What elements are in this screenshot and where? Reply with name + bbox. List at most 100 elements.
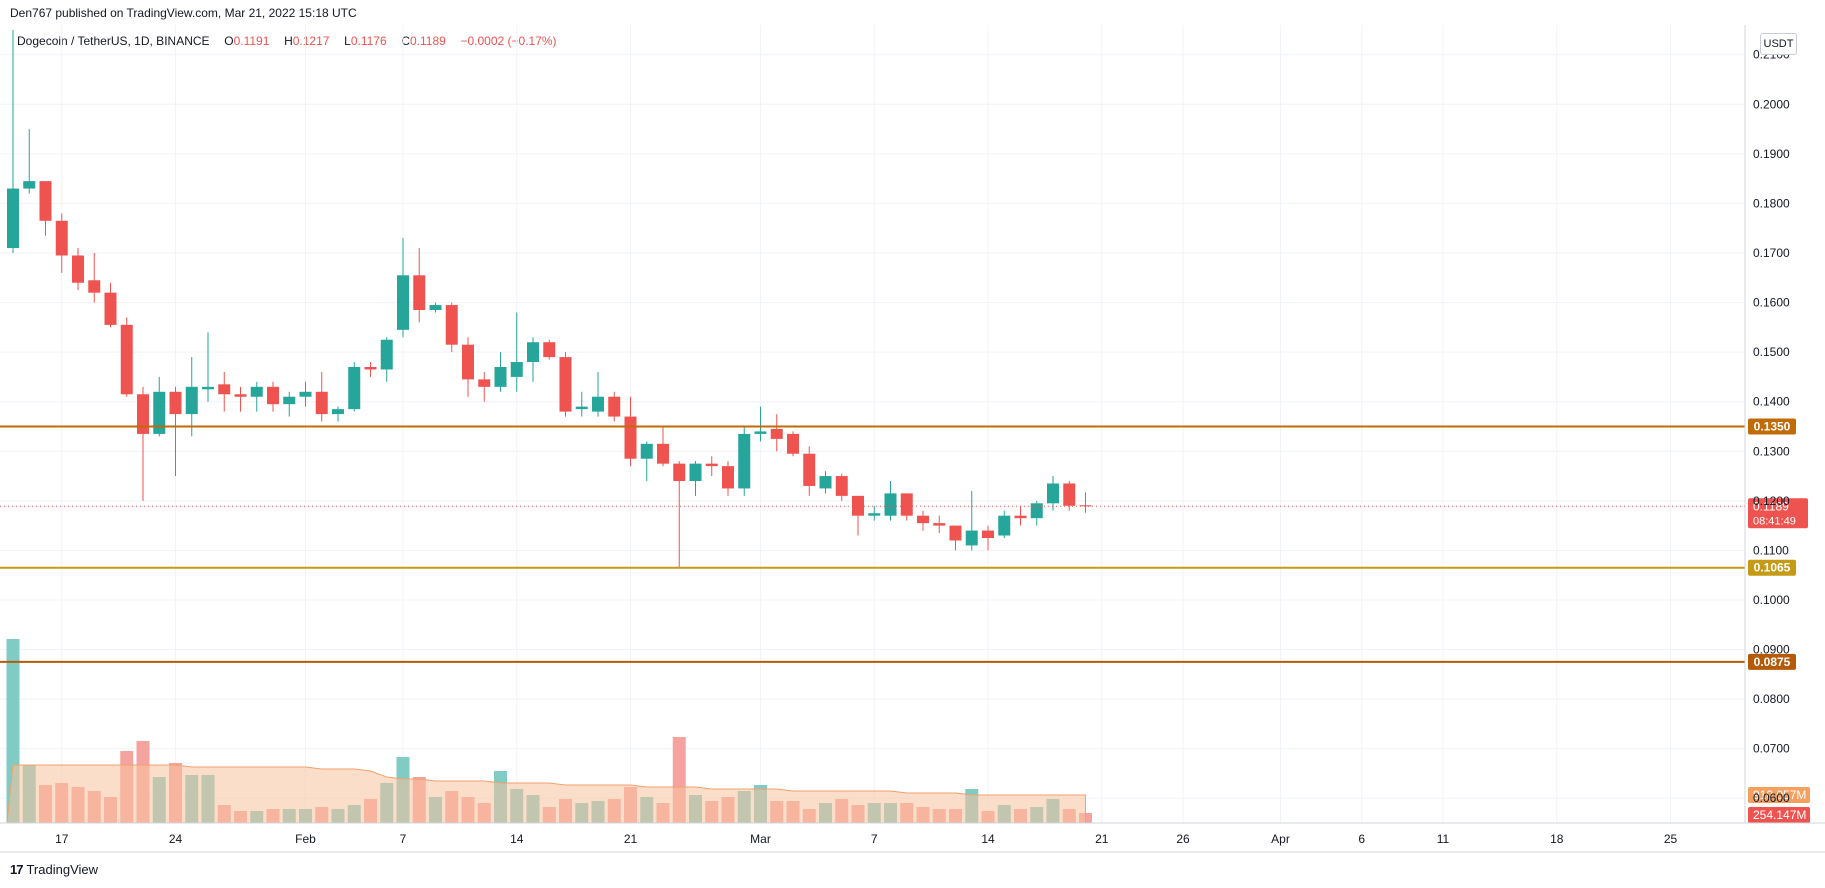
- axes: 0.21000.20000.19000.18000.17000.16000.15…: [0, 25, 1825, 853]
- x-tick-label: 25: [1664, 832, 1678, 846]
- x-tick-label: 17: [55, 832, 69, 846]
- candle-body: [250, 386, 263, 397]
- candle-body: [153, 391, 166, 434]
- candle-body: [884, 493, 897, 516]
- candle-body: [494, 367, 507, 387]
- x-tick-label: 7: [400, 832, 407, 846]
- x-tick-label: Mar: [750, 832, 771, 846]
- open-value: 0.1191: [233, 34, 270, 48]
- y-tick-label: 0.2000: [1753, 97, 1790, 111]
- low-value: 0.1176: [350, 34, 387, 48]
- candle-body: [429, 305, 442, 310]
- y-tick-label: 0.0700: [1753, 742, 1790, 756]
- open-label: O: [224, 34, 234, 48]
- candle-body: [868, 513, 881, 516]
- candle-body: [185, 386, 198, 415]
- candle-body: [299, 391, 312, 397]
- candle-body: [462, 344, 474, 380]
- x-tick-label: 18: [1550, 832, 1564, 846]
- high-value: 0.1217: [292, 34, 330, 48]
- x-tick-label: 21: [1095, 832, 1109, 846]
- last-price-tag: [1748, 498, 1808, 529]
- candle-body: [1047, 483, 1059, 504]
- ohlc-legend: Dogecoin / TetherUS, 1D, BINANCE O0.1191…: [17, 34, 557, 48]
- candle-body: [949, 525, 962, 541]
- candle-body: [640, 443, 653, 459]
- candle-body: [770, 428, 783, 439]
- volume-ma-label: 910.057M: [1753, 788, 1806, 802]
- x-tick-label: 11: [1437, 832, 1450, 846]
- candle-body: [787, 433, 799, 454]
- candle-body: [267, 386, 279, 405]
- close-value: 0.1189: [409, 34, 446, 48]
- candle-body: [705, 463, 718, 467]
- candle-body: [478, 379, 491, 387]
- candle-body: [917, 515, 929, 524]
- tradingview-logo-icon: 17: [10, 862, 24, 877]
- candle-body: [1063, 483, 1076, 506]
- y-tick-label: 0.1100: [1753, 543, 1789, 557]
- grid: [0, 25, 1745, 823]
- candles: [7, 29, 1092, 568]
- x-tick-label: 24: [169, 832, 183, 846]
- candle-body: [380, 339, 393, 370]
- candle-body: [137, 394, 149, 434]
- candle-body: [88, 280, 101, 293]
- low-label: L: [344, 34, 351, 48]
- candle-body: [835, 476, 848, 496]
- candle-body: [982, 530, 994, 538]
- x-tick-label: Apr: [1271, 832, 1290, 846]
- level-price-tag: [1748, 418, 1796, 435]
- high-label: H: [284, 34, 293, 48]
- x-tick-label: 7: [871, 832, 878, 846]
- candle-body: [7, 188, 19, 249]
- volume-last-tag: [1748, 807, 1810, 823]
- x-tick-label: 6: [1358, 832, 1365, 846]
- x-tick-label: 21: [624, 832, 638, 846]
- candle-body: [933, 523, 946, 526]
- candle-body: [998, 515, 1011, 536]
- candle-body: [543, 342, 556, 358]
- candle-body: [592, 396, 604, 412]
- candle-body: [364, 367, 377, 370]
- level-price-label: 0.1065: [1754, 561, 1791, 575]
- volume-ma-area: [6, 764, 1086, 824]
- candle-body: [55, 220, 68, 256]
- candle-body: [1014, 515, 1027, 519]
- horizontal-levels[interactable]: 0.1350 0.1065 0.0875 0.1189 08:41:49 910.057M…: [0, 418, 1810, 823]
- y-tick-label: 0.1000: [1753, 593, 1790, 607]
- currency-selector[interactable]: USDT: [1760, 33, 1797, 55]
- last-price-label: 0.1189: [1753, 499, 1789, 513]
- candle-body: [397, 275, 409, 330]
- candle-body: [852, 495, 864, 516]
- candle-body: [120, 324, 133, 395]
- candle-body: [803, 453, 816, 486]
- candle-body: [608, 396, 621, 417]
- candle-body: [445, 305, 458, 345]
- candle-body: [527, 342, 539, 363]
- candle-body: [413, 275, 426, 310]
- footer-branding: 17 TradingView: [10, 862, 98, 877]
- candle-body: [23, 181, 36, 189]
- volume-bars: [6, 639, 1092, 824]
- y-tick-label: 0.0600: [1753, 791, 1790, 805]
- candle-body: [283, 396, 296, 405]
- y-tick-label: 0.1600: [1753, 296, 1790, 310]
- y-tick-label: 0.1700: [1753, 246, 1790, 260]
- candle-body: [965, 530, 978, 546]
- candle-body: [624, 416, 637, 459]
- y-tick-label: 0.0900: [1753, 643, 1790, 657]
- bar-countdown-label: 08:41:49: [1753, 515, 1796, 527]
- level-price-tag: [1748, 653, 1796, 670]
- y-tick-label: 0.0800: [1753, 692, 1790, 706]
- y-tick-label: 0.1800: [1753, 196, 1790, 210]
- candle-body: [722, 466, 734, 489]
- candle-body: [234, 394, 247, 397]
- candle-body: [202, 386, 214, 390]
- publish-credit: Den767 published on TradingView.com, Mar…: [10, 6, 357, 20]
- x-tick-label: 14: [510, 832, 524, 846]
- candle-body: [510, 362, 523, 377]
- x-tick-label: 26: [1176, 832, 1190, 846]
- candle-body: [754, 431, 767, 434]
